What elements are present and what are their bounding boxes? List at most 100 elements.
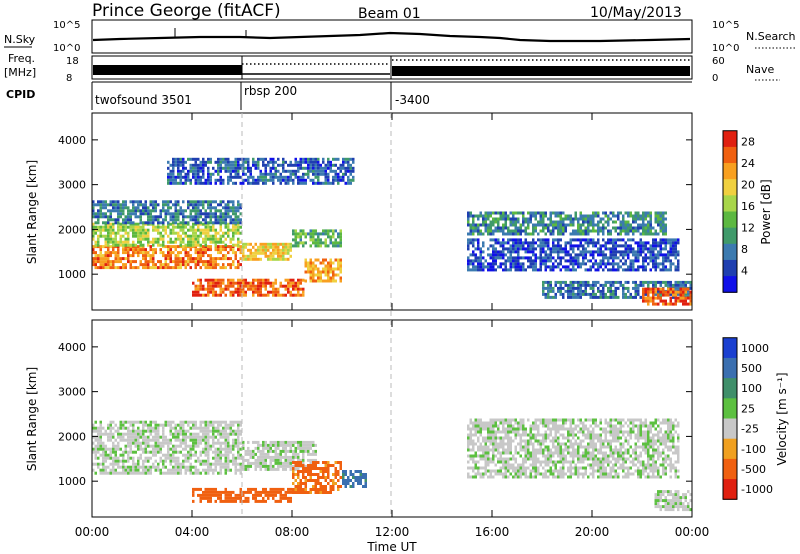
echo-cell <box>572 268 575 272</box>
echo-cell <box>249 181 252 185</box>
echo-cell <box>514 265 517 269</box>
echo-cell <box>647 283 650 287</box>
echo-cell <box>129 243 132 247</box>
echo-cell <box>309 267 312 271</box>
echo-cell <box>689 280 692 284</box>
echo-cell <box>304 479 307 482</box>
echo-cell <box>469 259 472 263</box>
echo-cell <box>154 266 157 270</box>
echo-cell <box>274 281 277 285</box>
echo-cell <box>109 203 112 207</box>
echo-cell <box>337 273 340 277</box>
echo-cell <box>159 450 162 454</box>
echo-cell <box>292 278 295 282</box>
echo-cell <box>189 169 192 173</box>
echo-cell <box>679 283 682 287</box>
echo-cell <box>107 263 110 267</box>
echo-cell <box>177 462 180 466</box>
echo-cell <box>217 163 220 167</box>
echo-cell <box>249 251 252 255</box>
echo-cell <box>317 467 320 470</box>
echo-cell <box>139 447 142 451</box>
echo-cell <box>164 435 167 439</box>
echo-cell <box>177 459 180 463</box>
echo-cell <box>657 220 660 224</box>
echo-cell <box>547 292 550 296</box>
echo-cell <box>597 286 600 290</box>
echo-cell <box>217 240 220 244</box>
echo-cell <box>487 217 490 221</box>
echo-cell <box>634 256 637 260</box>
echo-cell <box>107 240 110 244</box>
echo-cell <box>472 265 475 269</box>
echo-cell <box>639 217 642 221</box>
echo-cell <box>159 423 162 427</box>
echo-cell <box>149 209 152 213</box>
echo-cell <box>544 253 547 257</box>
echo-cell <box>642 293 645 297</box>
echo-cell <box>689 286 692 290</box>
echo-cell <box>512 223 515 227</box>
echo-cell <box>609 268 612 272</box>
echo-cell <box>619 253 622 257</box>
echo-cell <box>657 296 660 300</box>
echo-cell <box>649 211 652 215</box>
echo-cell <box>332 267 335 271</box>
echo-cell <box>219 215 222 219</box>
echo-cell <box>169 420 172 424</box>
echo-cell <box>644 229 647 233</box>
echo-cell <box>652 250 655 254</box>
echo-cell <box>137 209 140 213</box>
echo-cell <box>99 426 102 430</box>
echo-cell <box>122 209 125 213</box>
echo-cell <box>572 223 575 227</box>
echo-cell <box>157 468 160 472</box>
echo-cell <box>237 423 240 427</box>
echo-cell <box>579 283 582 287</box>
echo-cell <box>322 166 325 170</box>
echo-cell <box>642 211 645 215</box>
echo-cell <box>192 200 195 204</box>
echo-cell <box>197 240 200 244</box>
echo-cell <box>304 464 307 468</box>
echo-cell <box>484 454 487 458</box>
echo-cell <box>534 214 537 218</box>
echo-cell <box>554 244 557 248</box>
echo-cell <box>227 157 230 161</box>
echo-cell <box>192 438 195 442</box>
echo-cell <box>144 450 147 454</box>
echo-cell <box>612 268 615 272</box>
echo-cell <box>557 241 560 245</box>
echo-cell <box>312 279 315 283</box>
echo-cell <box>207 228 210 232</box>
echo-cell <box>287 257 290 261</box>
echo-cell <box>139 248 142 252</box>
echo-cell <box>337 261 340 265</box>
echo-cell <box>289 499 292 503</box>
echo-cell <box>117 200 120 204</box>
echo-cell <box>164 266 167 270</box>
echo-cell <box>284 287 287 291</box>
echo-cell <box>237 281 240 285</box>
echo-cell <box>529 262 532 266</box>
echo-cell <box>477 466 480 470</box>
echo-cell <box>149 245 152 249</box>
echo-cell <box>532 223 535 227</box>
echo-cell <box>324 169 327 173</box>
echo-cell <box>172 240 175 244</box>
echo-cell <box>677 292 680 296</box>
echo-cell <box>282 443 285 447</box>
echo-cell <box>494 250 497 254</box>
echo-cell <box>304 482 307 485</box>
echo-cell <box>202 447 205 451</box>
echo-cell <box>212 487 215 491</box>
echo-cell <box>312 229 315 233</box>
echo-cell <box>124 221 127 225</box>
echo-cell <box>632 253 635 257</box>
echo-cell <box>674 265 677 269</box>
echo-cell <box>629 295 632 299</box>
echo-cell <box>132 254 135 258</box>
echo-cell <box>604 280 607 284</box>
echo-cell <box>302 461 305 465</box>
echo-cell <box>509 253 512 257</box>
